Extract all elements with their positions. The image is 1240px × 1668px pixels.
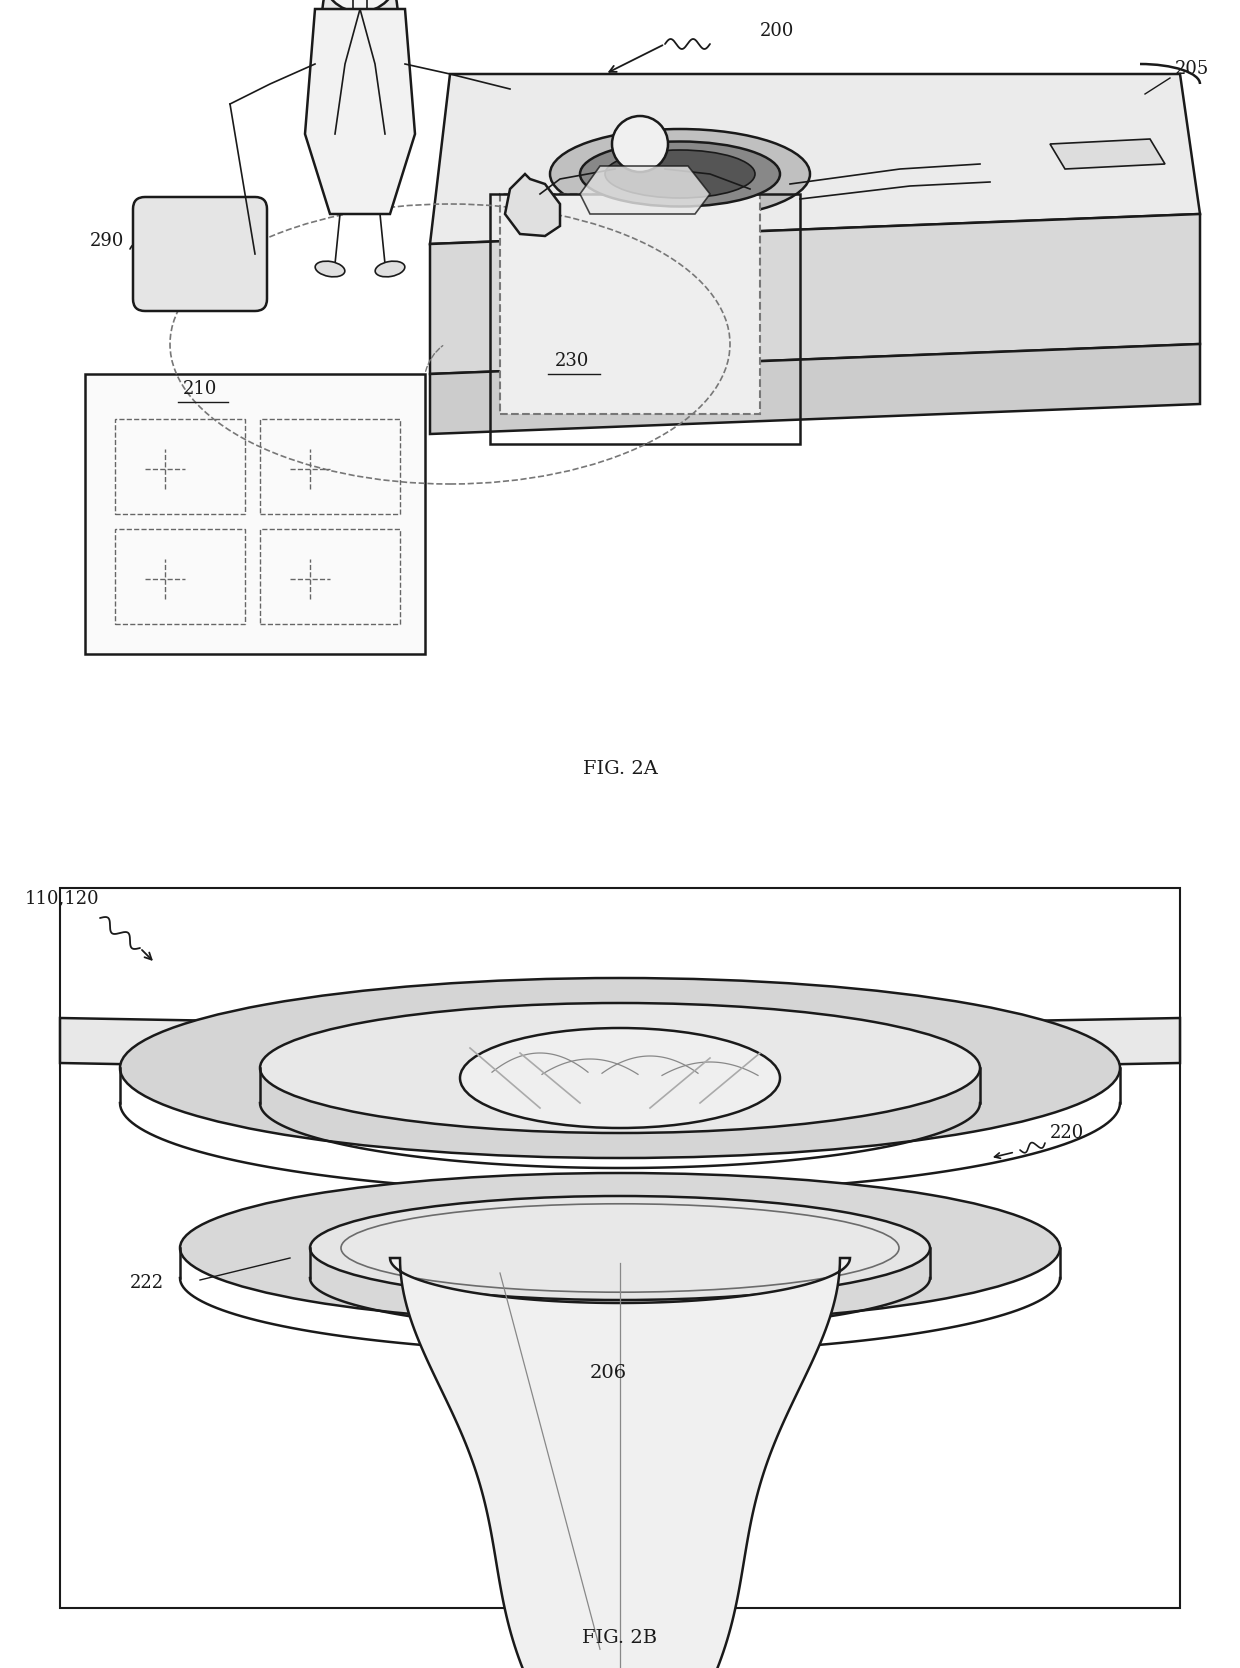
Polygon shape: [910, 1017, 1180, 1068]
Ellipse shape: [180, 1173, 1060, 1323]
Polygon shape: [1050, 138, 1166, 168]
Text: FIG. 2A: FIG. 2A: [583, 761, 657, 777]
Text: 230: 230: [554, 352, 589, 370]
Bar: [115, 529, 246, 624]
Text: 222: 222: [130, 1274, 164, 1293]
Text: 290: 290: [91, 232, 124, 250]
Polygon shape: [305, 8, 415, 214]
Polygon shape: [430, 214, 1200, 374]
Bar: [115, 419, 246, 514]
Polygon shape: [505, 173, 560, 235]
Ellipse shape: [605, 150, 755, 198]
Ellipse shape: [341, 1204, 899, 1293]
FancyBboxPatch shape: [133, 197, 267, 310]
Text: 205: 205: [1176, 60, 1209, 78]
Bar: [60, 887, 1180, 1608]
Polygon shape: [580, 167, 711, 214]
Ellipse shape: [315, 262, 345, 277]
Text: 206: 206: [590, 1364, 627, 1383]
Ellipse shape: [580, 142, 780, 207]
Ellipse shape: [551, 128, 810, 219]
Polygon shape: [430, 73, 1200, 244]
Text: 210: 210: [182, 380, 217, 399]
FancyBboxPatch shape: [86, 374, 425, 654]
Bar: [260, 419, 401, 514]
Bar: [260, 529, 401, 624]
Ellipse shape: [120, 977, 1120, 1158]
Ellipse shape: [260, 1002, 980, 1133]
Ellipse shape: [321, 0, 399, 128]
Polygon shape: [391, 1258, 849, 1668]
Polygon shape: [430, 344, 1200, 434]
Circle shape: [613, 117, 668, 172]
FancyBboxPatch shape: [500, 193, 760, 414]
Text: 110,120: 110,120: [25, 889, 99, 907]
Text: 200: 200: [760, 22, 795, 40]
Ellipse shape: [310, 1196, 930, 1299]
Text: FIG. 2B: FIG. 2B: [583, 1630, 657, 1646]
Ellipse shape: [376, 262, 404, 277]
Polygon shape: [60, 1017, 340, 1068]
Ellipse shape: [460, 1027, 780, 1128]
Text: 220: 220: [1050, 1124, 1084, 1143]
Circle shape: [322, 0, 398, 12]
